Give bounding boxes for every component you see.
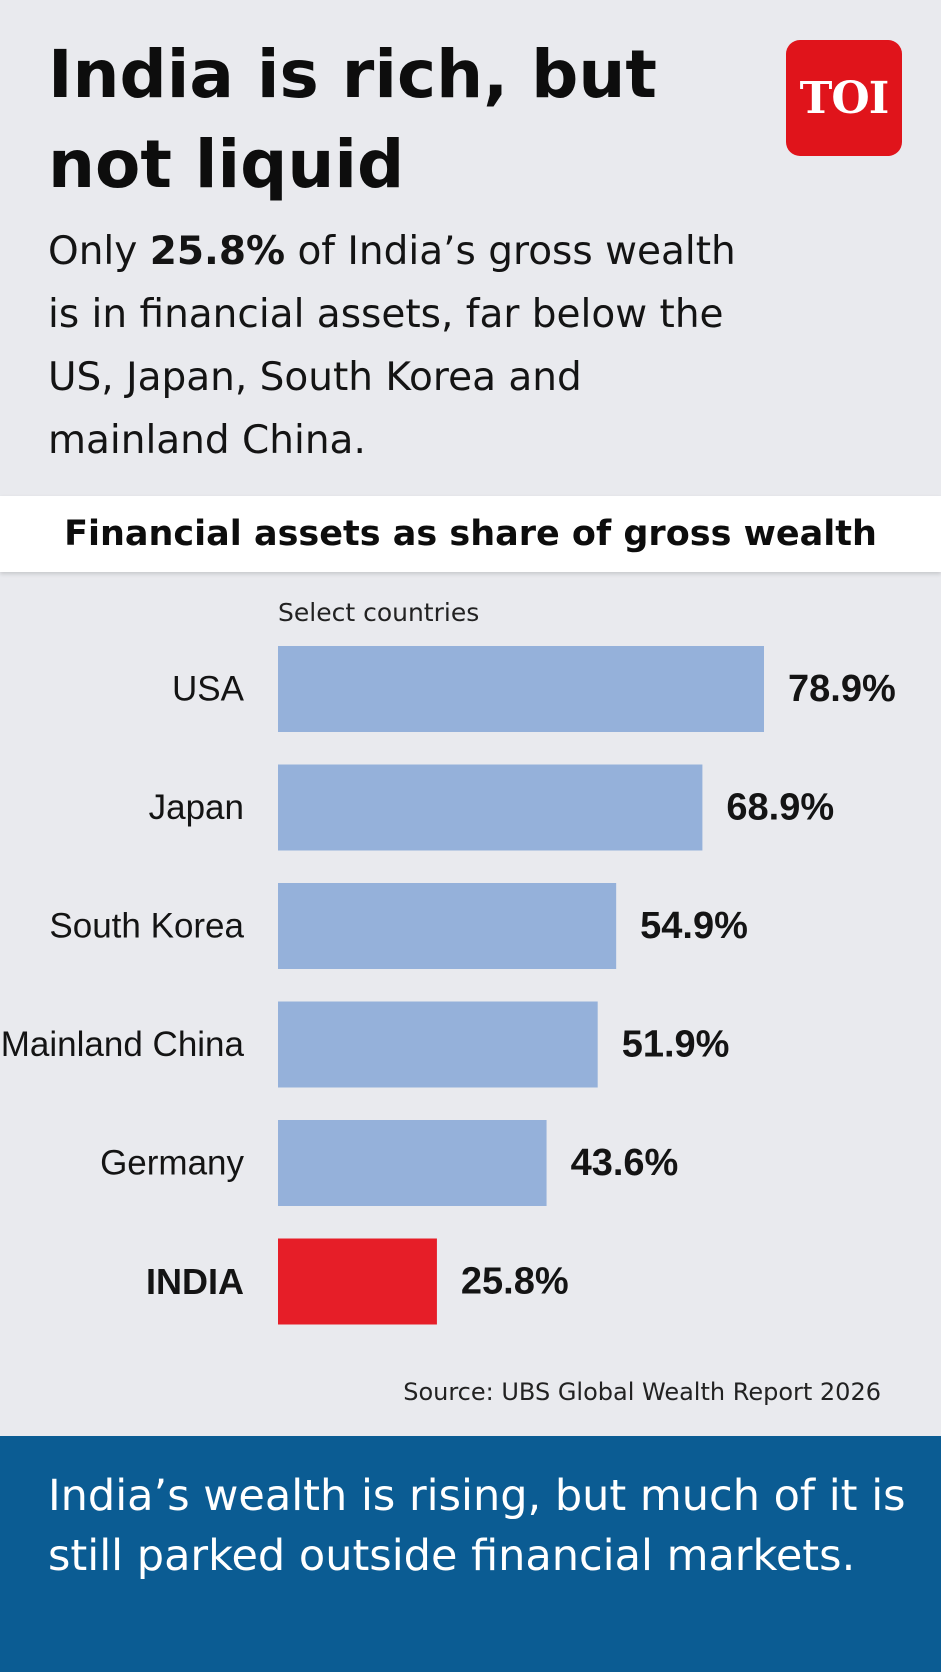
category-label: Japan <box>149 788 244 827</box>
source-note: Source: UBS Global Wealth Report 2026 <box>403 1378 881 1406</box>
subheadline: Only 25.8% of India’s gross wealth is in… <box>48 220 768 472</box>
subheadline-highlight: 25.8% <box>149 229 286 274</box>
category-label: Germany <box>100 1144 244 1183</box>
bar-usa <box>278 646 764 732</box>
category-label: Mainland China <box>1 1025 245 1064</box>
subheadline-suffix: of India’s gross wealth is in financial … <box>48 229 736 463</box>
value-label: 25.8% <box>461 1261 569 1303</box>
bar-chart-svg: USA 78.9% Japan 68.9% South Korea 54.9% Mainla… <box>1 646 896 1325</box>
subheadline-prefix: Only <box>48 229 150 274</box>
toi-logo: TOI <box>786 40 902 156</box>
value-label: 68.9% <box>726 787 834 829</box>
toi-logo-text: TOI <box>799 72 890 124</box>
value-label: 51.9% <box>622 1024 730 1066</box>
bar-chart: Select countries USA 78.9% Japan 68.9% South… <box>0 590 941 1350</box>
bar-south-korea <box>278 883 617 969</box>
chart-title: Financial assets as share of gross wealt… <box>64 514 877 554</box>
bar-japan <box>278 764 703 851</box>
category-label: INDIA <box>146 1261 244 1302</box>
value-label: 78.9% <box>788 668 896 710</box>
footer-banner: India’s wealth is rising, but much of it… <box>0 1436 941 1672</box>
chart-title-bar: Financial assets as share of gross wealt… <box>0 496 941 572</box>
category-label: USA <box>172 670 245 709</box>
bar-mainland-china <box>278 1001 598 1088</box>
bar-india <box>278 1238 437 1325</box>
footer-takeaway: India’s wealth is rising, but much of it… <box>48 1471 906 1581</box>
bar-germany <box>278 1120 547 1206</box>
value-label: 54.9% <box>640 905 748 947</box>
chart-subtitle: Select countries <box>278 598 480 627</box>
category-label: South Korea <box>49 907 244 946</box>
headline: India is rich, but not liquid <box>48 36 657 203</box>
value-label: 43.6% <box>571 1142 679 1184</box>
